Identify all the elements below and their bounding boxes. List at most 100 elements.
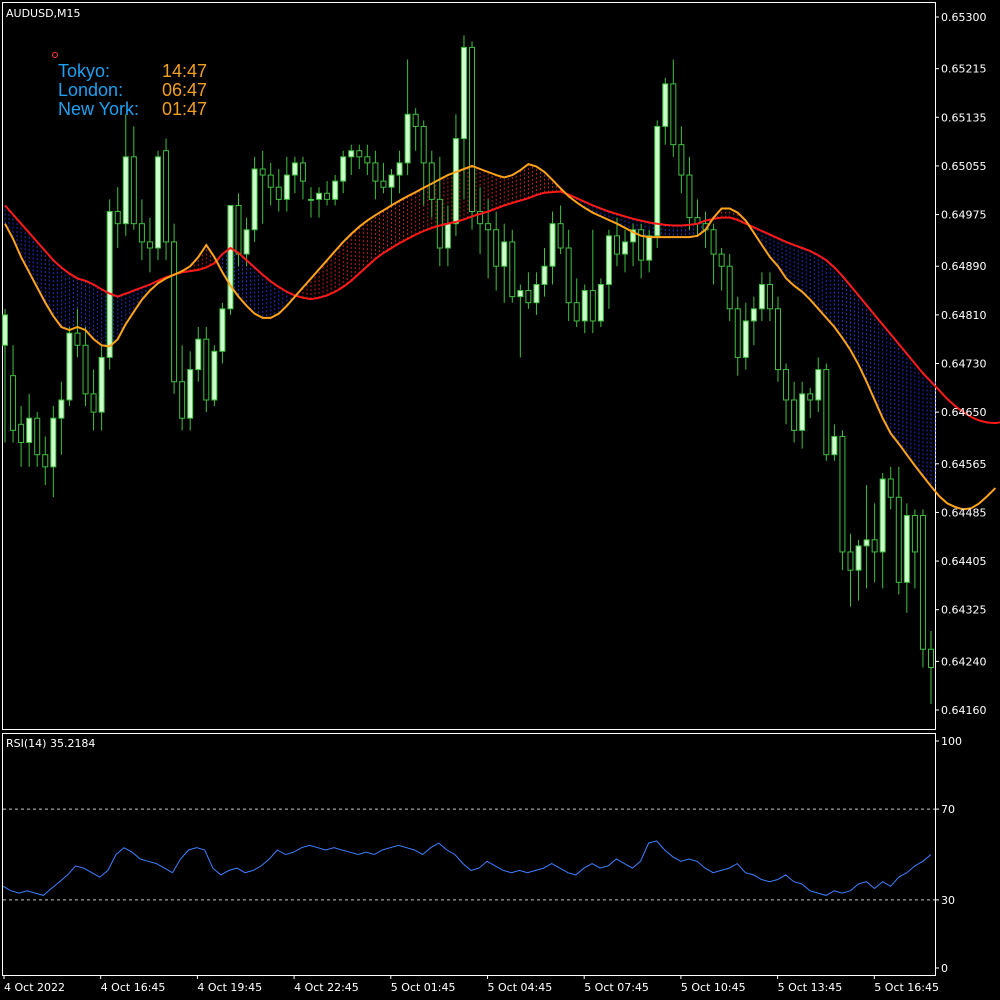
candle [815, 357, 822, 413]
candle [823, 363, 830, 461]
indicator-dot-icon [52, 52, 58, 58]
candle-body [267, 174, 274, 188]
price-tick-label: 0.65135 [941, 111, 987, 124]
candle-body [98, 356, 105, 413]
time-tick-label: 4 Oct 19:45 [197, 981, 262, 994]
candle-body [412, 113, 419, 127]
candle-body [227, 204, 234, 310]
candle [887, 466, 894, 510]
candle-body [26, 417, 33, 444]
candle-body [581, 290, 588, 322]
price-tick-label: 0.65300 [941, 11, 987, 24]
candle [871, 503, 878, 583]
candle-body [758, 283, 765, 310]
candle-body [203, 338, 210, 401]
clock-newyork-time: 01:47 [162, 99, 207, 119]
candle-body [847, 551, 854, 571]
candle-body [187, 369, 194, 419]
candle [670, 59, 677, 157]
candle [412, 108, 419, 151]
candle-body [485, 223, 492, 231]
candle-body [235, 204, 242, 255]
candle-body [452, 138, 459, 225]
candle [775, 296, 782, 382]
candle-body [219, 308, 226, 352]
candle [509, 229, 516, 303]
candle-body [895, 496, 902, 583]
candle-body [718, 253, 725, 267]
candle-body [670, 83, 677, 146]
candle [291, 156, 298, 194]
candle [74, 308, 81, 358]
candle [807, 387, 814, 419]
candle-body [815, 369, 822, 401]
candle [742, 302, 749, 370]
candle [477, 187, 484, 255]
candle [10, 345, 17, 443]
candle-body [251, 168, 258, 231]
candle [34, 412, 41, 467]
candle-body [493, 229, 500, 267]
candle-body [50, 417, 57, 468]
candle [171, 223, 178, 394]
candle [259, 150, 266, 224]
candle [138, 199, 145, 261]
candle [718, 248, 725, 291]
candle [525, 272, 532, 309]
candle-body [775, 308, 782, 371]
candle [565, 229, 572, 321]
candle [710, 223, 717, 285]
candle [243, 217, 250, 267]
candle-body [58, 399, 65, 419]
candle [928, 630, 934, 704]
candle [420, 120, 427, 206]
candle-body [404, 113, 411, 164]
candle-body [42, 454, 49, 468]
time-tick-label: 5 Oct 10:45 [681, 981, 746, 994]
candle [98, 345, 105, 431]
candle [766, 272, 773, 321]
candle [452, 114, 459, 236]
candle-body [919, 514, 926, 650]
candle-body [348, 150, 355, 158]
candle [533, 272, 540, 315]
candle-body [163, 150, 170, 243]
candle-body [525, 290, 532, 304]
candle-body [605, 235, 612, 285]
candle [541, 248, 548, 297]
candle-body [565, 247, 572, 304]
candle [686, 156, 693, 230]
candle-body [799, 393, 806, 431]
time-tick-label: 5 Oct 13:45 [778, 981, 843, 994]
candle [219, 302, 226, 364]
candle-body [750, 308, 757, 322]
candle [332, 175, 339, 206]
candle [187, 351, 194, 431]
candle [517, 284, 524, 358]
price-tick-label: 0.64405 [941, 555, 987, 568]
price-tick-label: 0.64650 [941, 406, 987, 419]
clock-tokyo-label: Tokyo: [58, 61, 110, 81]
rsi-panel: 100 70 30 0 [2, 735, 962, 975]
candle-body [90, 393, 97, 413]
rsi-panel-border [2, 733, 936, 976]
candle [460, 35, 467, 200]
clock-london-time: 06:47 [162, 80, 207, 100]
moving-average-line-2 [4, 162, 997, 511]
time-tick-label: 5 Oct 16:45 [874, 981, 939, 994]
time-tick-label: 4 Oct 2022 [4, 981, 65, 994]
price-tick-label: 0.64730 [941, 358, 987, 371]
candle [799, 381, 806, 449]
candle [340, 150, 347, 194]
candle-body [928, 648, 934, 668]
candle-body [211, 350, 218, 401]
candle [388, 168, 395, 206]
candle-body [734, 308, 741, 358]
candle-body [509, 241, 516, 298]
clock-newyork-label: New York: [58, 99, 139, 119]
candle [356, 144, 363, 169]
candle [879, 472, 886, 589]
candle-body [396, 162, 403, 176]
candle-body [622, 241, 629, 255]
